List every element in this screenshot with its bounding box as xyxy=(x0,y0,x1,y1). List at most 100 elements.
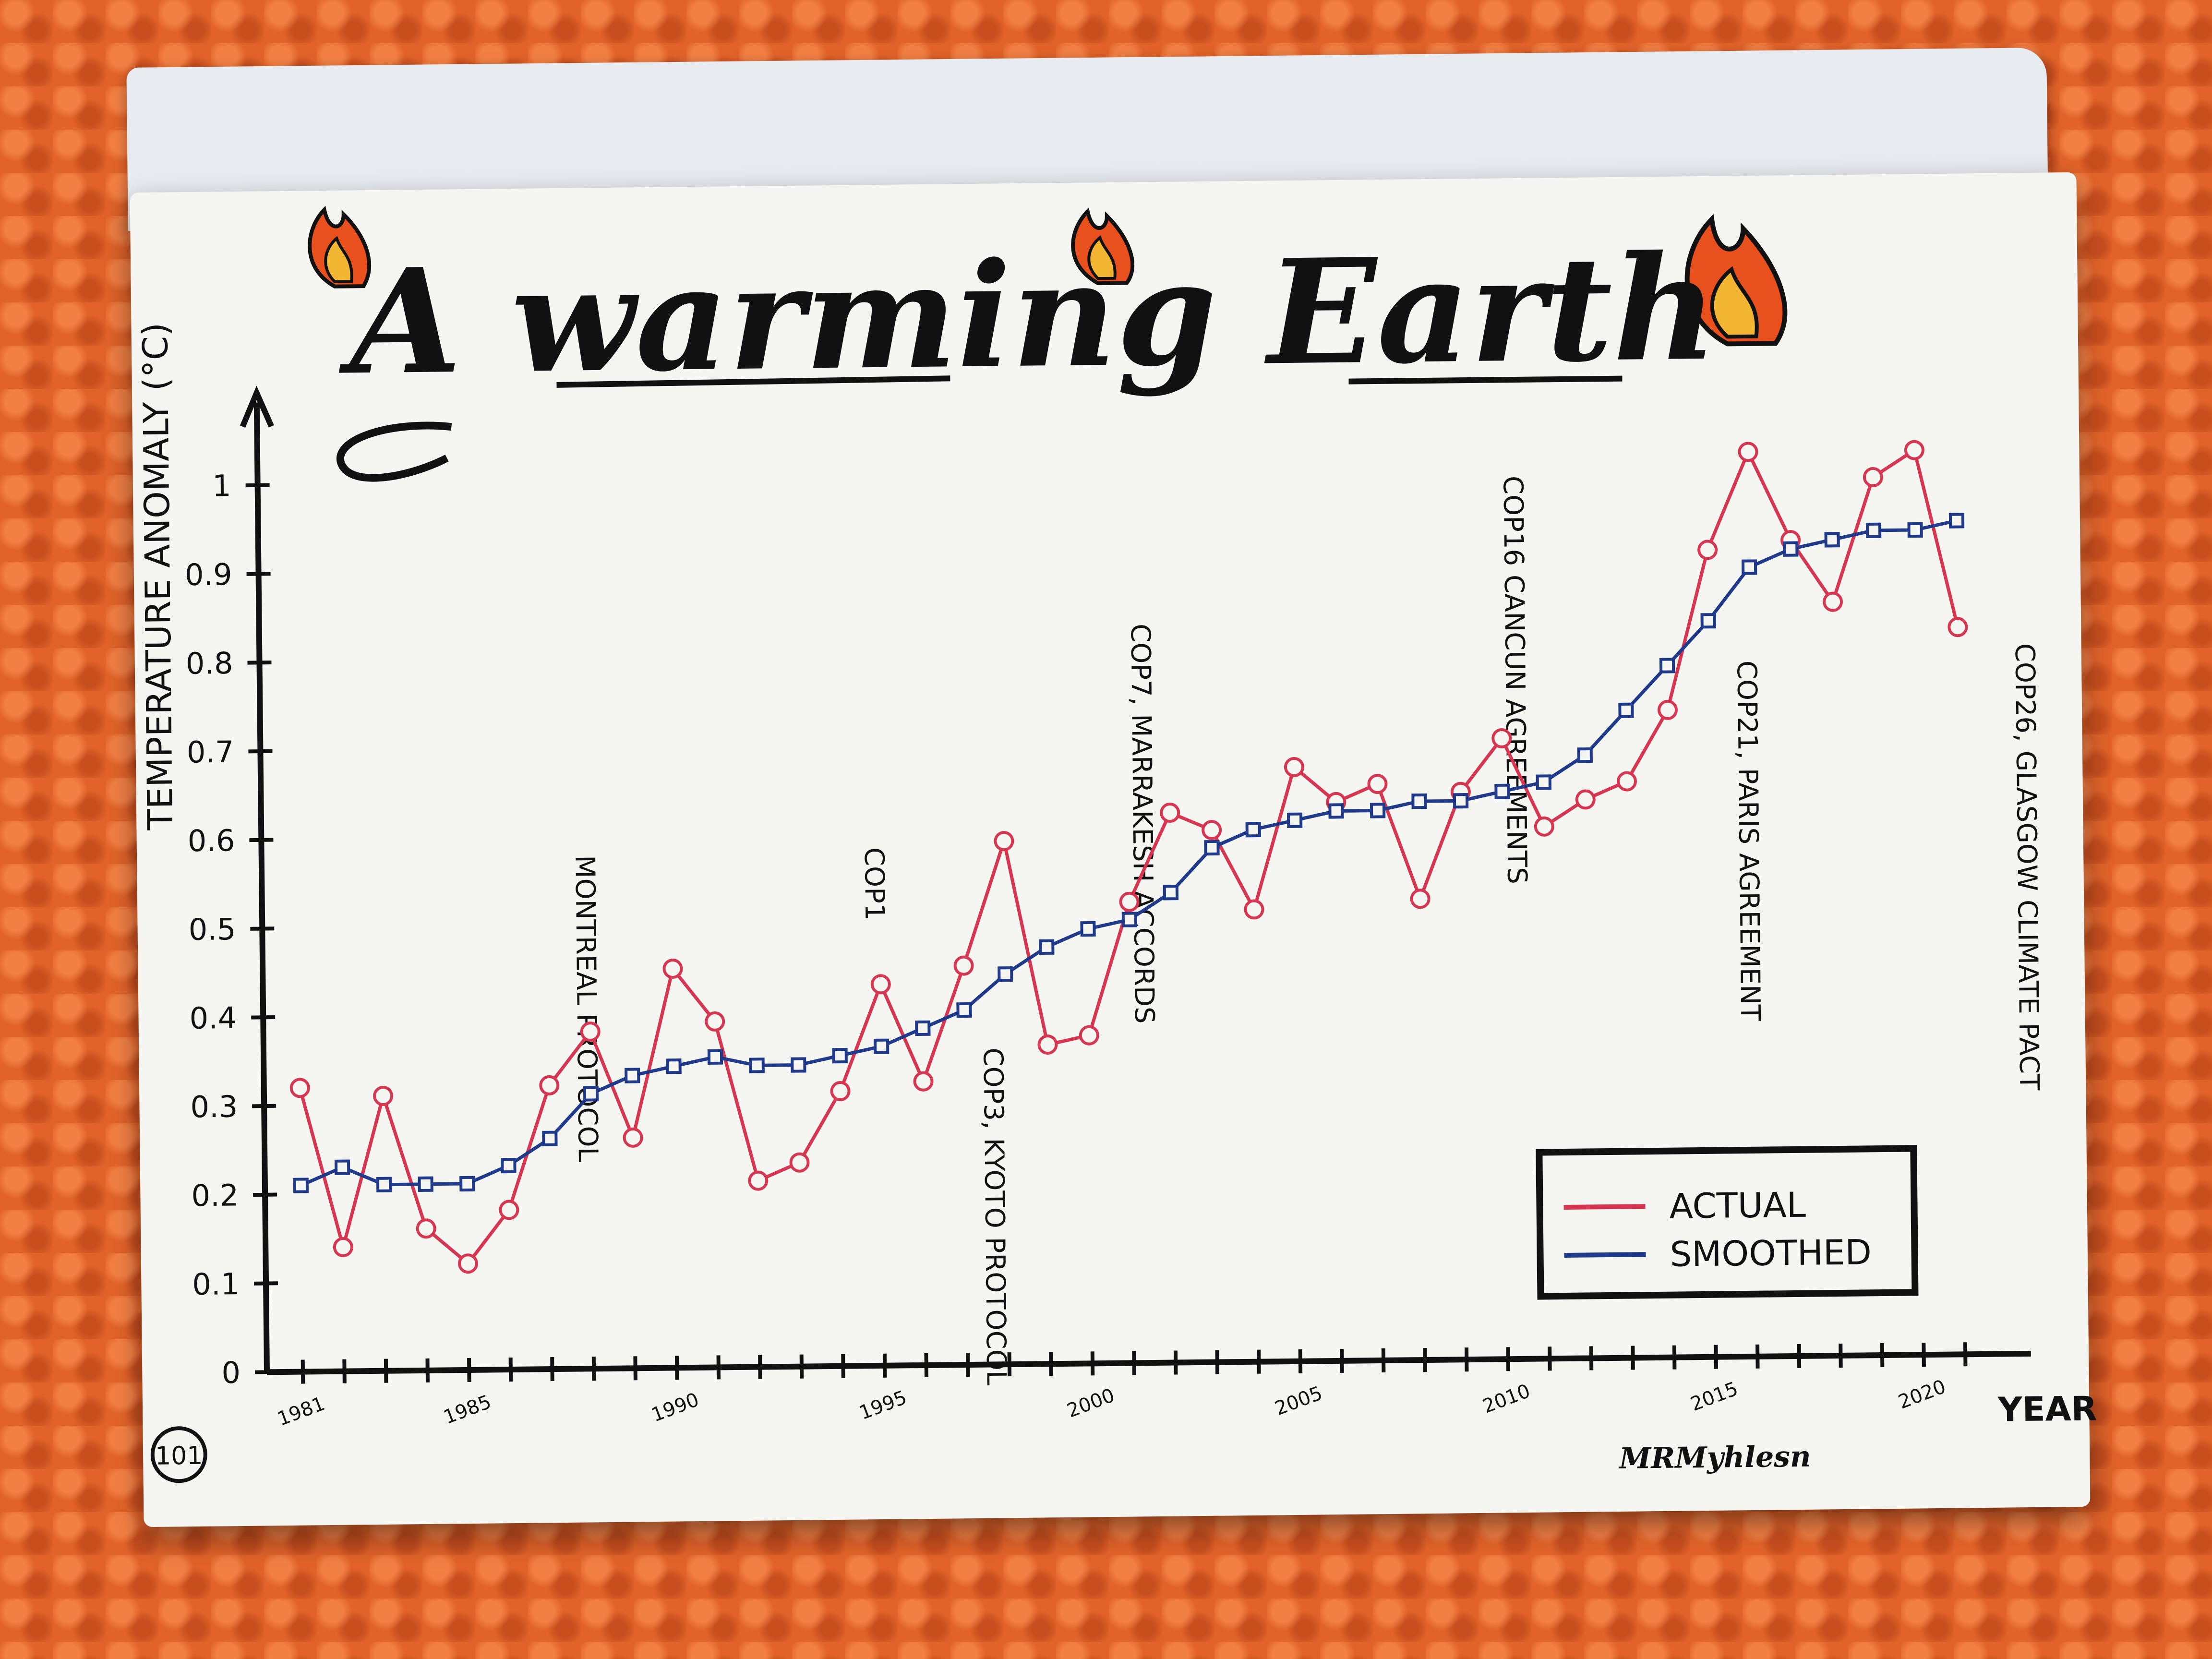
data-point-actual xyxy=(662,958,683,979)
signature: MRMyhlesn xyxy=(1618,1440,1811,1476)
data-point-actual xyxy=(373,1085,394,1106)
data-point-smoothed xyxy=(542,1130,558,1146)
data-point-smoothed xyxy=(376,1177,392,1192)
data-point-smoothed xyxy=(1948,513,1965,529)
data-point-actual xyxy=(994,831,1014,852)
y-tick-mark xyxy=(250,926,275,931)
y-tick-mark xyxy=(249,838,274,842)
data-point-smoothed xyxy=(1865,522,1882,539)
data-point-actual xyxy=(1202,820,1222,841)
x-axis-line xyxy=(266,1350,2031,1375)
y-tick-label: 1 xyxy=(212,468,231,503)
data-point-actual xyxy=(1948,617,1968,637)
data-point-smoothed xyxy=(832,1047,848,1064)
data-point-actual xyxy=(539,1075,560,1095)
data-point-actual xyxy=(705,1011,725,1032)
annotation-label: COP21, PARIS AGREEMENT xyxy=(1731,661,1766,1022)
annotation-label: COP26, GLASGOW CLIMATE PACT xyxy=(2009,643,2045,1091)
data-point-actual xyxy=(1160,803,1180,823)
x-tick-mark xyxy=(633,1356,637,1381)
annotation-label: COP7, MARRAKESH ACCORDS xyxy=(1124,624,1160,1024)
y-tick-label: 0.6 xyxy=(187,823,235,858)
title-underline xyxy=(556,375,1623,388)
data-point-smoothed xyxy=(707,1049,723,1065)
x-tick-mark xyxy=(1589,1346,1594,1370)
x-tick-mark xyxy=(425,1358,430,1382)
data-point-actual xyxy=(499,1200,519,1220)
data-point-actual xyxy=(953,955,974,976)
data-point-smoothed xyxy=(501,1157,517,1174)
data-point-smoothed xyxy=(1453,793,1469,809)
data-point-actual xyxy=(830,1081,851,1102)
data-point-smoothed xyxy=(791,1057,806,1073)
x-tick-mark xyxy=(1672,1345,1677,1370)
data-point-actual xyxy=(1738,442,1758,462)
data-point-actual xyxy=(289,1078,310,1098)
x-tick-mark xyxy=(550,1357,554,1382)
data-point-smoothed xyxy=(666,1058,682,1074)
data-point-smoothed xyxy=(998,966,1013,982)
x-tick-label: 1995 xyxy=(856,1386,910,1424)
data-point-smoothed xyxy=(1039,939,1055,955)
data-point-smoothed xyxy=(293,1178,309,1193)
data-point-smoothed xyxy=(956,1002,972,1018)
flame-icon xyxy=(308,205,372,289)
x-tick-label: 2015 xyxy=(1687,1378,1741,1416)
data-point-smoothed xyxy=(583,1086,599,1102)
data-point-actual xyxy=(1904,440,1924,460)
y-tick-label: 0.5 xyxy=(188,912,236,947)
y-tick-mark xyxy=(245,483,270,488)
data-point-smoothed xyxy=(1577,747,1593,763)
data-point-smoothed xyxy=(1700,613,1716,629)
data-point-actual xyxy=(1367,774,1388,794)
data-point-actual xyxy=(1284,757,1304,777)
data-point-actual xyxy=(580,1022,601,1042)
data-point-smoothed xyxy=(1783,541,1799,557)
data-point-actual xyxy=(416,1218,436,1239)
legend: ACTUAL SMOOTHED xyxy=(1536,1145,1919,1300)
x-tick-mark xyxy=(1797,1344,1802,1368)
data-point-smoothed xyxy=(1121,912,1138,927)
x-tick-mark xyxy=(1880,1343,1885,1368)
data-point-actual xyxy=(1658,699,1678,720)
annotation-label: COP3, KYOTO PROTOCOL xyxy=(977,1047,1011,1385)
data-point-smoothed xyxy=(1618,702,1634,718)
data-point-actual xyxy=(1037,1034,1058,1055)
data-point-actual xyxy=(1616,771,1637,792)
flame-icon xyxy=(1071,207,1135,286)
data-point-actual xyxy=(1119,891,1140,912)
x-tick-mark xyxy=(342,1359,347,1383)
data-point-actual xyxy=(1534,816,1554,837)
data-point-smoothed xyxy=(1536,774,1551,790)
data-point-actual xyxy=(1079,1025,1099,1046)
data-point-actual xyxy=(1491,728,1512,748)
data-point-smoothed xyxy=(915,1020,931,1036)
data-point-smoothed xyxy=(625,1068,640,1083)
legend-swatch-smoothed xyxy=(1564,1252,1646,1258)
x-tick-label: 2005 xyxy=(1272,1382,1325,1420)
x-axis-label: YEAR xyxy=(1997,1389,2097,1429)
title-swash xyxy=(337,421,452,482)
y-axis-arrow xyxy=(240,385,274,428)
y-tick-label: 0.4 xyxy=(189,1000,237,1036)
x-tick-mark xyxy=(1506,1347,1511,1371)
x-tick-label: 1985 xyxy=(441,1391,494,1429)
data-point-actual xyxy=(870,974,891,995)
data-point-actual xyxy=(913,1071,934,1092)
data-point-actual xyxy=(1697,540,1718,560)
data-point-smoothed xyxy=(459,1176,475,1192)
annotation-label: COP1 xyxy=(858,847,890,921)
data-point-smoothed xyxy=(1370,803,1386,818)
data-point-actual xyxy=(1575,789,1596,810)
data-point-actual xyxy=(457,1253,478,1274)
data-point-smoothed xyxy=(1907,522,1923,538)
y-tick-label: 0.2 xyxy=(191,1178,239,1213)
x-tick-label: 2000 xyxy=(1064,1384,1118,1422)
annotation-label: COP16 CANCUN AGREEMENTS xyxy=(1497,476,1533,884)
legend-label-actual: ACTUAL xyxy=(1669,1185,1806,1226)
y-tick-mark xyxy=(254,1281,278,1286)
data-point-actual xyxy=(1863,467,1883,488)
data-point-smoothed xyxy=(1204,840,1220,856)
data-point-actual xyxy=(333,1237,353,1257)
y-tick-label: 0.3 xyxy=(190,1089,238,1125)
